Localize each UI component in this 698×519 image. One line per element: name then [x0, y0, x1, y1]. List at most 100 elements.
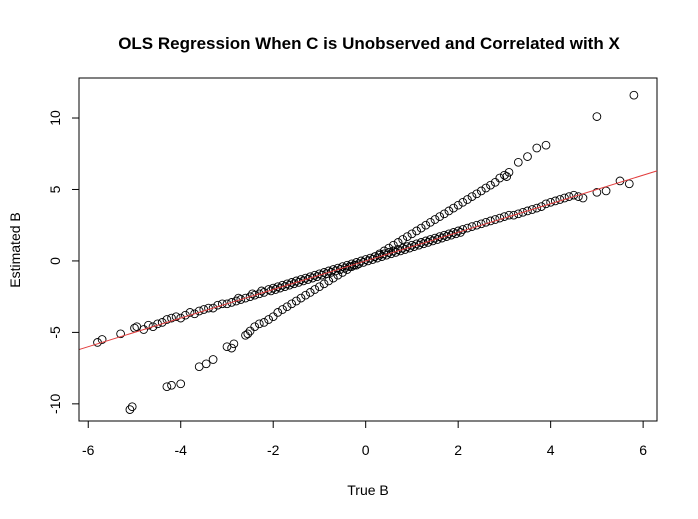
chart-title: OLS Regression When C is Unobserved and …: [118, 34, 620, 53]
data-point: [243, 329, 253, 339]
data-point: [509, 210, 519, 220]
data-point: [201, 359, 211, 369]
data-point: [273, 308, 283, 317]
data-point: [537, 202, 546, 211]
data-point: [296, 293, 306, 303]
data-point: [222, 299, 232, 309]
x-tick-label: -6: [82, 442, 95, 458]
data-point: [291, 296, 301, 306]
data-point: [248, 289, 257, 299]
data-point: [162, 315, 172, 324]
data-point: [250, 290, 260, 300]
x-axis-label: True B: [347, 482, 389, 498]
data-point: [97, 335, 107, 344]
data-point: [426, 217, 435, 227]
data-point: [241, 293, 250, 303]
data-point: [416, 223, 426, 233]
data-point: [257, 286, 266, 296]
data-point: [504, 167, 514, 177]
data-point: [421, 220, 431, 230]
data-point: [305, 288, 315, 297]
data-point: [398, 235, 408, 244]
data-point: [229, 339, 239, 349]
data-point: [444, 206, 454, 216]
data-point: [472, 189, 482, 199]
data-point: [430, 215, 440, 224]
data-point: [428, 236, 438, 246]
data-point: [363, 256, 373, 266]
data-point: [148, 322, 158, 332]
data-point: [266, 286, 276, 296]
data-point: [435, 212, 445, 221]
data-point: [500, 170, 509, 180]
data-point: [442, 232, 451, 241]
data-point: [176, 379, 186, 389]
data-point: [227, 343, 236, 353]
data-point: [407, 229, 417, 239]
data-point: [227, 298, 236, 307]
data-point: [208, 303, 218, 313]
plot-frame: [78, 77, 658, 422]
data-point: [241, 330, 250, 340]
data-point: [190, 309, 199, 319]
data-point: [377, 252, 387, 261]
data-point: [268, 312, 278, 322]
data-point: [167, 313, 176, 323]
data-point: [523, 206, 532, 216]
data-point: [486, 180, 495, 190]
data-point: [324, 276, 334, 286]
data-point: [333, 270, 343, 280]
data-point: [393, 238, 403, 247]
data-point: [282, 302, 292, 312]
data-point: [342, 265, 352, 274]
data-point: [449, 203, 458, 213]
x-tick-label: -4: [175, 442, 188, 458]
data-point: [116, 329, 125, 339]
data-point: [502, 172, 512, 181]
data-point: [629, 90, 639, 100]
data-point: [532, 143, 542, 153]
data-point: [476, 186, 486, 196]
y-tick-label: 5: [47, 185, 63, 193]
data-point: [264, 315, 273, 324]
data-point: [259, 318, 269, 327]
data-point: [592, 112, 602, 121]
data-points: [93, 90, 639, 414]
data-point: [345, 262, 354, 271]
y-axis: -10 -5 0 5 10: [47, 110, 80, 414]
regression-line: [78, 170, 658, 351]
data-point: [278, 305, 287, 314]
y-tick-label: -10: [47, 394, 63, 414]
data-point: [624, 179, 634, 189]
y-tick-label: -5: [47, 326, 63, 339]
data-point: [231, 296, 241, 306]
data-point: [523, 152, 532, 161]
data-point: [171, 312, 181, 322]
data-point: [125, 405, 135, 414]
x-tick-label: -2: [267, 442, 280, 458]
data-point: [490, 177, 500, 187]
y-axis-label: Estimated B: [7, 212, 23, 287]
data-point: [310, 285, 320, 294]
data-point: [139, 325, 149, 334]
data-point: [402, 232, 412, 241]
data-point: [259, 288, 269, 297]
data-point: [513, 157, 523, 167]
y-tick-label: 10: [47, 110, 63, 126]
data-point: [254, 289, 264, 299]
data-point: [245, 292, 255, 302]
y-tick-label: 0: [47, 257, 63, 265]
data-point: [236, 295, 246, 304]
data-point: [578, 193, 588, 203]
data-point: [127, 402, 137, 412]
data-point: [375, 249, 384, 259]
data-point: [541, 140, 551, 150]
data-point: [250, 322, 260, 332]
data-point: [301, 290, 310, 300]
x-tick-label: 2: [454, 442, 462, 458]
data-point: [453, 200, 463, 210]
data-point: [167, 380, 176, 390]
data-point: [176, 313, 186, 323]
data-point: [234, 293, 243, 303]
